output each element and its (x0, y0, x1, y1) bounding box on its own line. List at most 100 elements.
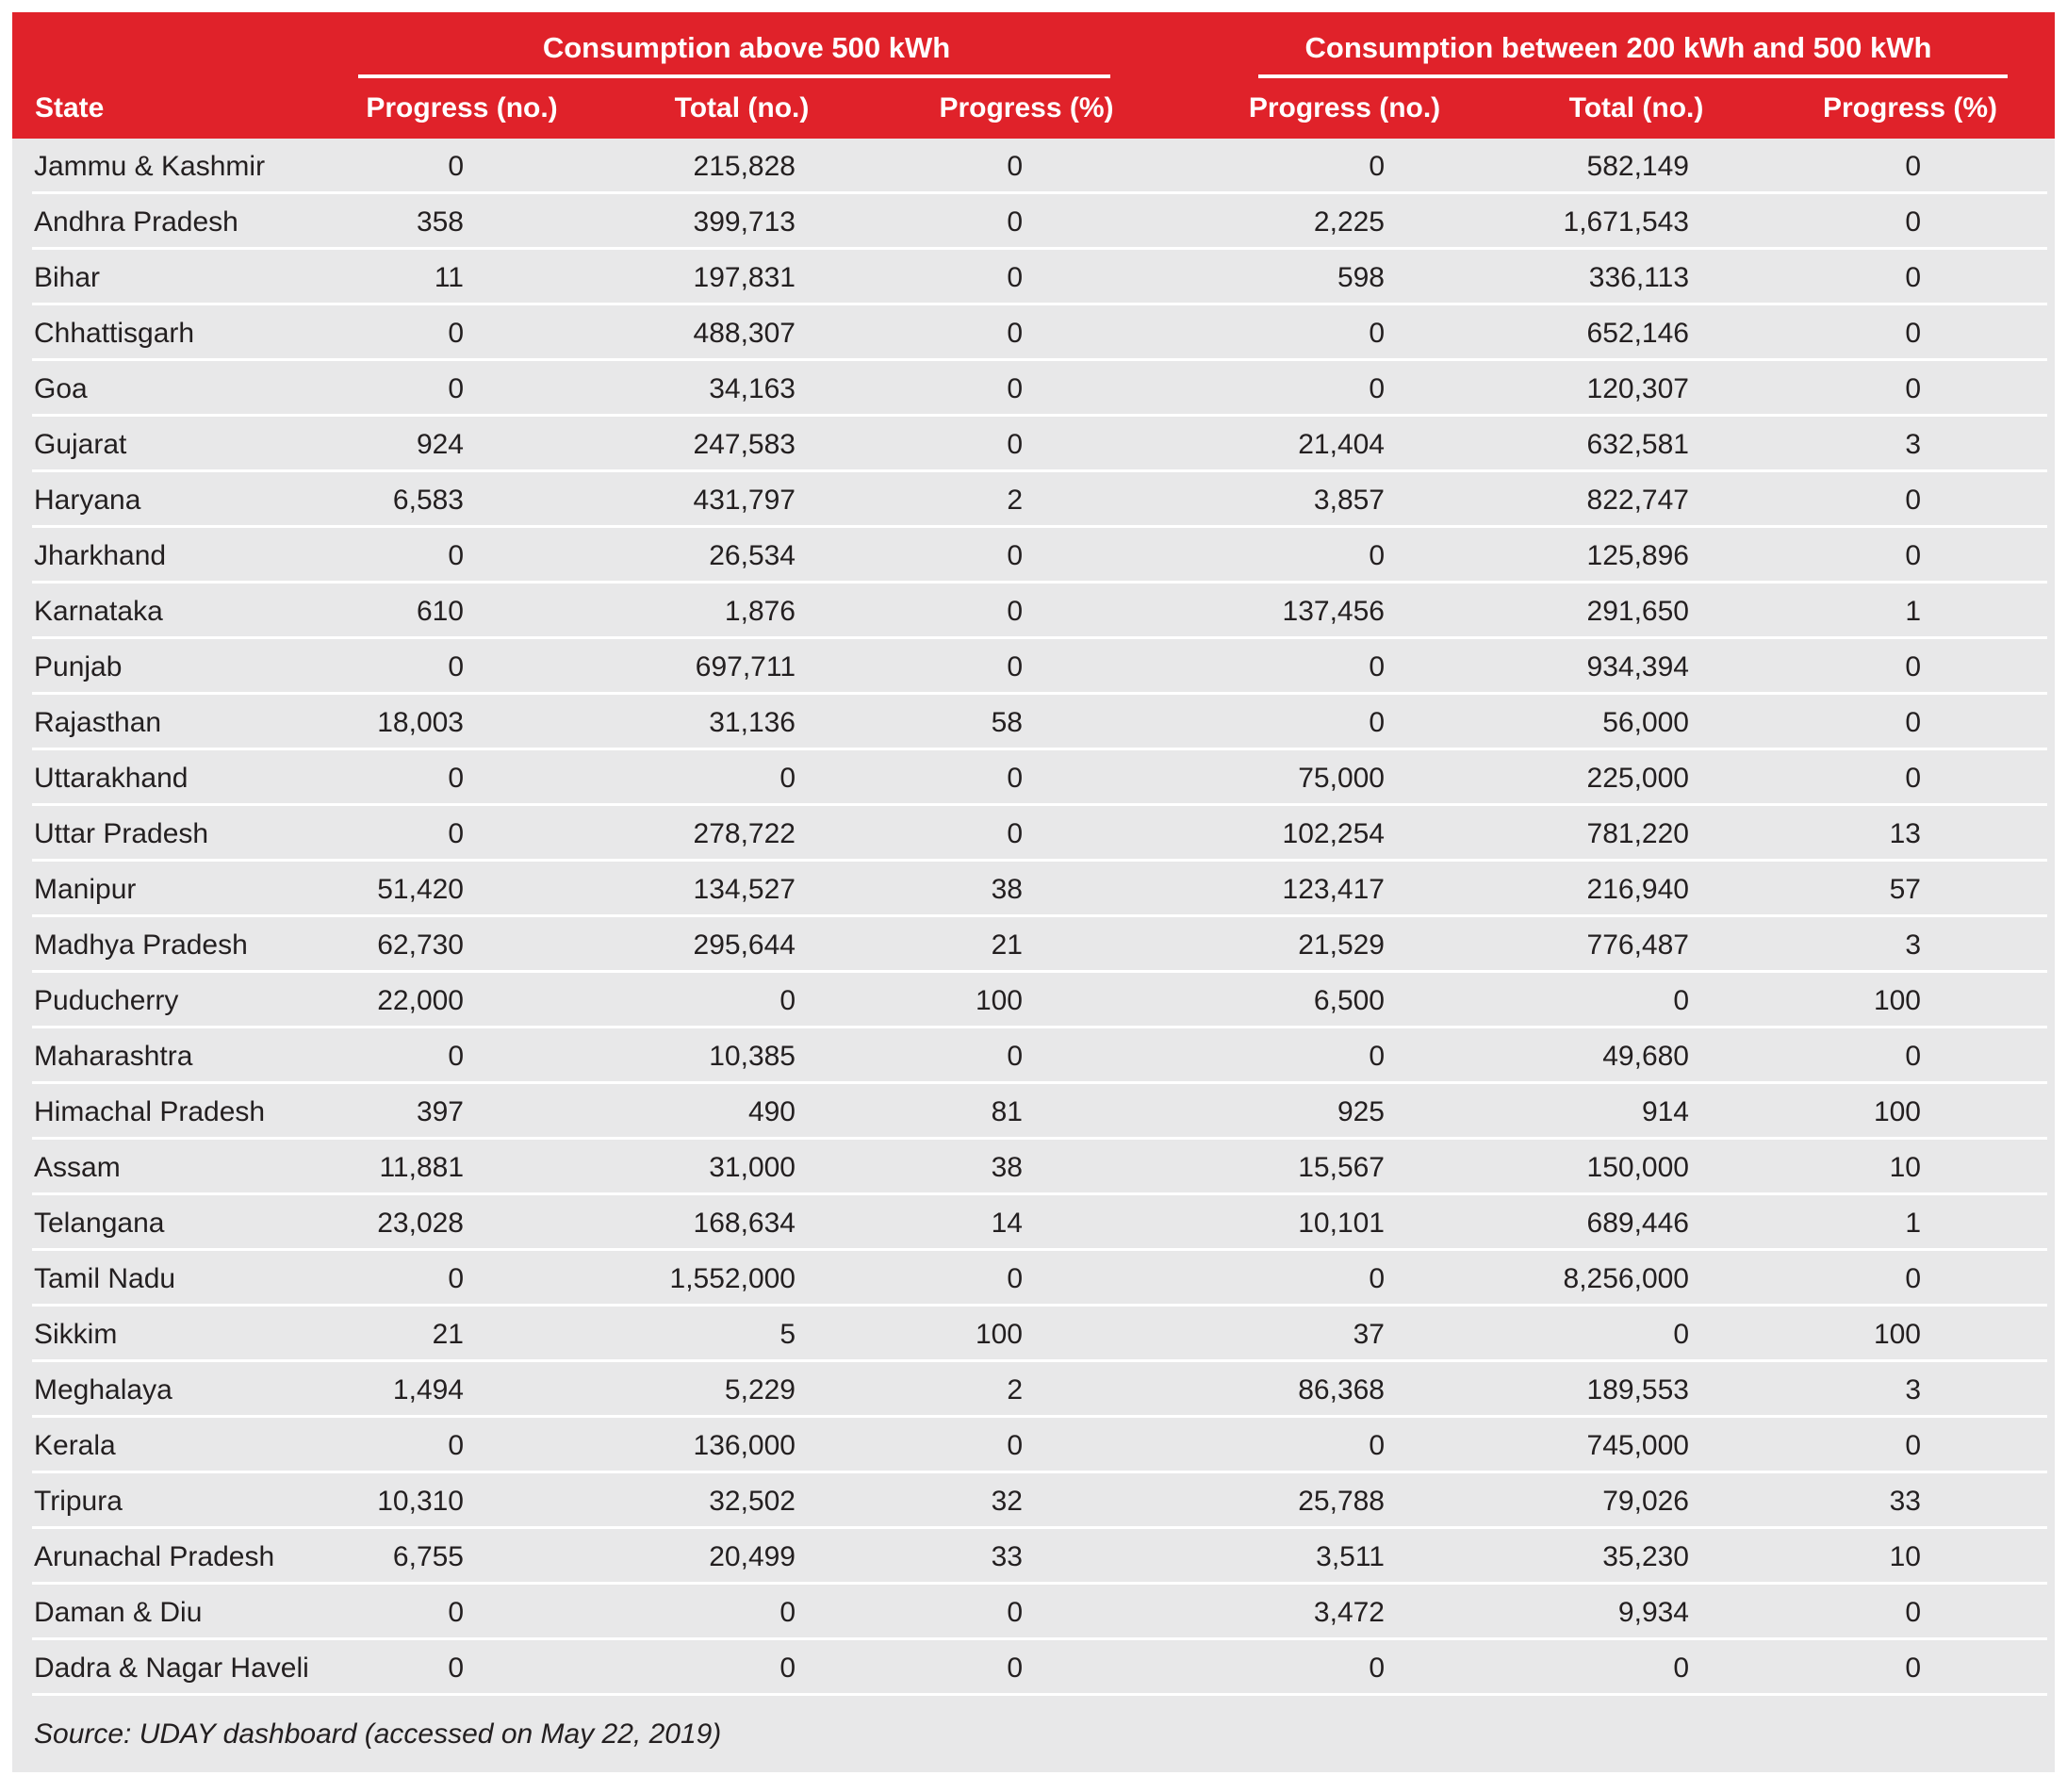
cell-value: 137,456 (1282, 595, 1385, 627)
state-name: Andhra Pradesh (34, 206, 238, 238)
table-row: Goa 0 34,163 0 0 120,307 0 (12, 361, 2055, 417)
cell-value: 215,828 (693, 150, 796, 182)
cell-value: 0 (1369, 650, 1385, 682)
table-row: Karnataka 610 1,876 0 137,456 291,650 1 (12, 584, 2055, 639)
cell-value: 0 (779, 984, 796, 1016)
cell-value: 3 (1905, 428, 1921, 460)
state-name: Dadra & Nagar Haveli (34, 1652, 309, 1684)
cell-value: 22,000 (377, 984, 464, 1016)
cell-value: 0 (1673, 984, 1689, 1016)
cell-value: 10,101 (1298, 1207, 1385, 1239)
cell-value: 100 (975, 1318, 1023, 1350)
cell-value: 934,394 (1586, 650, 1689, 682)
cell-value: 1,876 (724, 595, 796, 627)
cell-value: 3,511 (1316, 1540, 1385, 1572)
cell-value: 0 (1905, 539, 1921, 571)
table-row: Haryana 6,583 431,797 2 3,857 822,747 0 (12, 472, 2055, 528)
cell-value: 0 (1007, 1429, 1023, 1461)
table-row: Telangana 23,028 168,634 14 10,101 689,446 1 (12, 1195, 2055, 1251)
cell-value: 0 (448, 1652, 464, 1684)
cell-value: 1 (1905, 1207, 1921, 1239)
state-name: Tripura (34, 1485, 123, 1517)
cell-value: 10 (1889, 1540, 1921, 1572)
state-name: Puducherry (34, 984, 179, 1016)
cell-value: 0 (1007, 1652, 1023, 1684)
cell-value: 610 (416, 595, 464, 627)
cell-value: 0 (1007, 1040, 1023, 1072)
table-row: Rajasthan 18,003 31,136 58 0 56,000 0 (12, 695, 2055, 750)
cell-value: 0 (1905, 762, 1921, 794)
cell-value: 0 (1905, 1040, 1921, 1072)
state-name: Tamil Nadu (34, 1262, 176, 1294)
table-row: Daman & Diu 0 0 0 3,472 9,934 0 (12, 1585, 2055, 1640)
cell-value: 134,527 (693, 873, 796, 905)
cell-value: 0 (448, 539, 464, 571)
cell-value: 0 (1905, 206, 1921, 238)
cell-value: 21,529 (1298, 929, 1385, 961)
cell-value: 38 (991, 1151, 1023, 1183)
cell-value: 0 (1369, 1429, 1385, 1461)
cell-value: 1,552,000 (669, 1262, 796, 1294)
cell-value: 0 (1369, 372, 1385, 404)
cell-value: 3 (1905, 1373, 1921, 1406)
cell-value: 745,000 (1586, 1429, 1689, 1461)
cell-value: 10 (1889, 1151, 1921, 1183)
cell-value: 0 (1007, 150, 1023, 182)
cell-value: 25,788 (1298, 1485, 1385, 1517)
table-row: Madhya Pradesh 62,730 295,644 21 21,529 776,4… (12, 917, 2055, 973)
cell-value: 2 (1007, 1373, 1023, 1406)
cell-value: 86,368 (1298, 1373, 1385, 1406)
state-name: Arunachal Pradesh (34, 1540, 275, 1572)
cell-value: 31,000 (709, 1151, 796, 1183)
table-header: Consumption above 500 kWh Consumption be… (12, 12, 2055, 139)
cell-value: 13 (1889, 817, 1921, 849)
column-header-progress-no-2: Progress (no.) (1248, 92, 1441, 123)
cell-value: 33 (991, 1540, 1023, 1572)
table-row: Uttar Pradesh 0 278,722 0 102,254 781,220 13 (12, 806, 2055, 862)
state-name: Haryana (34, 484, 141, 516)
state-name: Uttarakhand (34, 762, 189, 794)
state-name: Telangana (34, 1207, 165, 1239)
cell-value: 0 (448, 372, 464, 404)
cell-value: 1,671,543 (1563, 206, 1689, 238)
cell-value: 278,722 (693, 817, 796, 849)
cell-value: 3,857 (1313, 484, 1385, 516)
cell-value: 399,713 (693, 206, 796, 238)
group-header-above-500: Consumption above 500 kWh (311, 12, 1182, 78)
group-underline (1258, 74, 2008, 78)
table-row: Gujarat 924 247,583 0 21,404 632,581 3 (12, 417, 2055, 472)
state-name: Uttar Pradesh (34, 817, 209, 849)
column-header-progress-pct-1: Progress (%) (939, 92, 1114, 123)
cell-value: 0 (448, 317, 464, 349)
state-name: Chhattisgarh (34, 317, 195, 349)
cell-value: 150,000 (1586, 1151, 1689, 1183)
table-row: Himachal Pradesh 397 490 81 925 914 100 (12, 1084, 2055, 1140)
cell-value: 0 (1905, 1429, 1921, 1461)
cell-value: 0 (779, 762, 796, 794)
group-header-200-500-label: Consumption between 200 kWh and 500 kWh (1304, 31, 1932, 64)
cell-value: 0 (1007, 317, 1023, 349)
cell-value: 689,446 (1586, 1207, 1689, 1239)
cell-value: 10,385 (709, 1040, 796, 1072)
cell-value: 136,000 (693, 1429, 796, 1461)
cell-value: 0 (1369, 706, 1385, 738)
cell-value: 0 (1673, 1652, 1689, 1684)
column-header-row: State Progress (no.) Total (no.) Progres… (12, 78, 2055, 139)
cell-value: 32 (991, 1485, 1023, 1517)
state-name: Manipur (34, 873, 137, 905)
cell-value: 0 (1905, 706, 1921, 738)
cell-value: 431,797 (693, 484, 796, 516)
cell-value: 0 (1369, 1040, 1385, 1072)
cell-value: 0 (1007, 1596, 1023, 1628)
cell-value: 3 (1905, 929, 1921, 961)
cell-value: 1 (1905, 595, 1921, 627)
table-body: Jammu & Kashmir 0 215,828 0 0 582,149 0 Andhra … (12, 139, 2055, 1696)
cell-value: 0 (1007, 539, 1023, 571)
state-name: Punjab (34, 650, 123, 682)
table-row: Tamil Nadu 0 1,552,000 0 0 8,256,000 0 (12, 1251, 2055, 1307)
cell-value: 0 (779, 1652, 796, 1684)
source-note: Source: UDAY dashboard (accessed on May … (34, 1718, 722, 1750)
cell-value: 2 (1007, 484, 1023, 516)
cell-value: 914 (1641, 1095, 1689, 1127)
